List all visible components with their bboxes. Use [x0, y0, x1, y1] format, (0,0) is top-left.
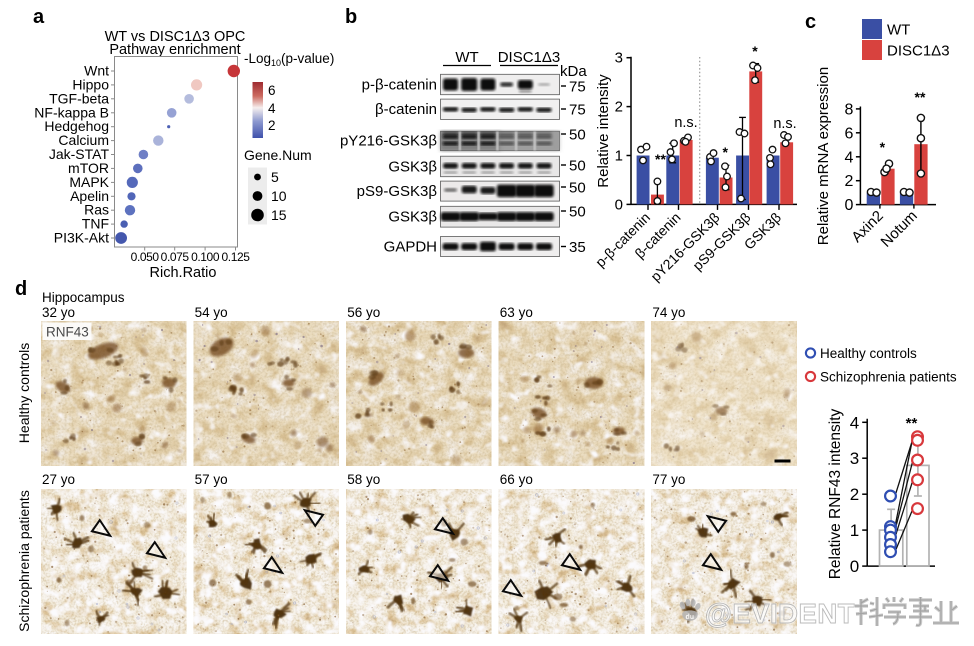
svg-text:32 yo: 32 yo [42, 305, 75, 320]
svg-text:Hippocampus: Hippocampus [42, 290, 125, 305]
svg-text:Wnt: Wnt [84, 63, 109, 79]
svg-text:Schizophrenia patients: Schizophrenia patients [16, 490, 32, 632]
svg-text:50: 50 [569, 180, 586, 197]
svg-text:50: 50 [569, 158, 586, 175]
svg-text:RNF43: RNF43 [46, 325, 89, 340]
svg-text:GSK3β: GSK3β [388, 159, 437, 176]
svg-text:6: 6 [268, 83, 276, 98]
svg-text:Pathway enrichment: Pathway enrichment [109, 42, 240, 58]
svg-text:74 yo: 74 yo [652, 305, 685, 320]
svg-text:Hedgehog: Hedgehog [44, 118, 109, 134]
svg-text:b: b [345, 6, 357, 28]
svg-text:DISC1Δ3: DISC1Δ3 [887, 43, 950, 60]
svg-text:1: 1 [850, 521, 859, 540]
svg-text:@EVIDENT: @EVIDENT [705, 598, 855, 629]
svg-text:*: * [723, 144, 729, 160]
svg-text:15: 15 [271, 207, 287, 223]
svg-text:0: 0 [850, 557, 859, 576]
svg-text:75: 75 [569, 79, 586, 96]
svg-text:-Log10(p-value): -Log10(p-value) [244, 51, 334, 68]
svg-text:PI3K-Akt: PI3K-Akt [54, 230, 109, 246]
svg-text:Notum: Notum [878, 207, 921, 250]
svg-text:pS9-GSK3β: pS9-GSK3β [357, 183, 438, 200]
svg-text:Gene.Num: Gene.Num [244, 147, 312, 163]
svg-text:35: 35 [569, 239, 586, 256]
svg-text:57 yo: 57 yo [195, 472, 228, 487]
svg-text:*: * [752, 43, 758, 59]
svg-text:3: 3 [615, 50, 623, 67]
svg-text:5: 5 [271, 169, 279, 185]
svg-text:3: 3 [850, 449, 859, 468]
svg-text:**: ** [906, 415, 918, 432]
svg-text:pY216-GSK3β: pY216-GSK3β [340, 133, 437, 150]
svg-text:a: a [33, 6, 45, 28]
svg-text:4: 4 [844, 149, 853, 166]
svg-text:66 yo: 66 yo [500, 472, 533, 487]
svg-text:0: 0 [844, 197, 853, 214]
svg-text:**: ** [655, 151, 666, 167]
svg-text:Relative mRNA expression: Relative mRNA expression [815, 67, 832, 245]
svg-text:n.s.: n.s. [674, 115, 697, 131]
svg-text:*: * [880, 139, 886, 155]
svg-text:27 yo: 27 yo [42, 472, 75, 487]
svg-text:kDa: kDa [560, 63, 587, 80]
svg-text:4: 4 [268, 101, 276, 116]
svg-text:DISC1Δ3: DISC1Δ3 [498, 49, 561, 66]
svg-text:2: 2 [268, 118, 276, 133]
svg-text:8: 8 [844, 101, 853, 118]
svg-text:GAPDH: GAPDH [384, 239, 437, 256]
svg-text:Relative RNF43 intensity: Relative RNF43 intensity [827, 408, 844, 579]
svg-text:n.s.: n.s. [773, 116, 796, 132]
svg-text:63 yo: 63 yo [500, 305, 533, 320]
svg-text:Relative intensity: Relative intensity [595, 74, 612, 188]
svg-text:c: c [805, 11, 816, 33]
svg-text:0.050: 0.050 [131, 250, 160, 264]
svg-text:2: 2 [615, 99, 623, 116]
svg-text:@EVIDENT: @EVIDENT [705, 598, 855, 629]
svg-text:54 yo: 54 yo [195, 305, 228, 320]
svg-text:Apelin: Apelin [70, 188, 109, 204]
svg-text:50: 50 [569, 204, 586, 221]
svg-text:2: 2 [844, 173, 853, 190]
svg-text:Ras: Ras [84, 202, 109, 218]
svg-text:0.100: 0.100 [191, 250, 220, 264]
svg-text:**: ** [915, 89, 926, 105]
svg-text:58 yo: 58 yo [347, 472, 380, 487]
svg-text:du: du [686, 614, 695, 621]
svg-text:56 yo: 56 yo [347, 305, 380, 320]
svg-text:Healthy controls: Healthy controls [16, 343, 32, 443]
svg-text:75: 75 [569, 102, 586, 119]
svg-text:0: 0 [615, 196, 623, 213]
svg-text:TGF-beta: TGF-beta [49, 90, 109, 106]
svg-text:β-catenin: β-catenin [375, 101, 437, 118]
svg-text:Schizophrenia patients: Schizophrenia patients [820, 370, 957, 385]
svg-text:WT: WT [455, 49, 478, 66]
svg-text:10: 10 [271, 188, 287, 204]
svg-text:MAPK: MAPK [69, 174, 109, 190]
svg-text:TNF: TNF [82, 216, 109, 232]
svg-text:Hippo: Hippo [72, 76, 109, 92]
svg-text:Jak-STAT: Jak-STAT [49, 146, 110, 162]
svg-text:0.125: 0.125 [221, 250, 250, 264]
svg-text:77 yo: 77 yo [652, 472, 685, 487]
svg-text:1: 1 [615, 148, 623, 165]
svg-text:d: d [15, 278, 27, 300]
svg-text:p-β-catenin: p-β-catenin [362, 77, 437, 94]
svg-text:50: 50 [569, 127, 586, 144]
svg-text:NF-kappa B: NF-kappa B [34, 104, 109, 120]
svg-text:0.075: 0.075 [161, 250, 190, 264]
svg-text:6: 6 [844, 125, 853, 142]
svg-text:WT: WT [887, 22, 910, 39]
svg-text:4: 4 [850, 413, 859, 432]
svg-text:Calcium: Calcium [58, 132, 109, 148]
svg-text:WT vs DISC1Δ3 OPC: WT vs DISC1Δ3 OPC [105, 29, 246, 45]
svg-text:mTOR: mTOR [68, 160, 109, 176]
svg-text:Rich.Ratio: Rich.Ratio [150, 265, 217, 281]
svg-text:GSK3β: GSK3β [388, 209, 437, 226]
svg-text:2: 2 [850, 485, 859, 504]
svg-text:Healthy controls: Healthy controls [820, 346, 917, 361]
